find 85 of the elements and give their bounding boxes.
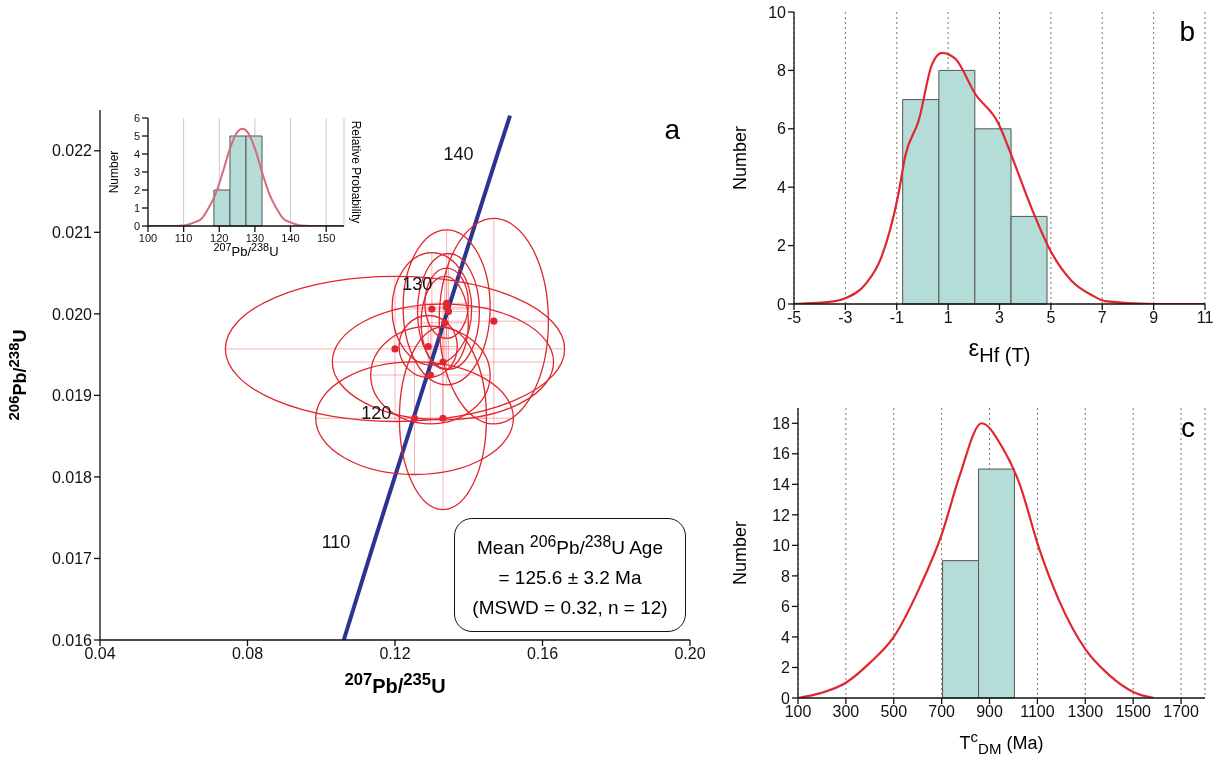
x-axis-title: $^{207}$Pb/$^{235}$U [344,670,446,698]
y-tick-label: 2 [777,237,787,255]
y-tick-label: 8 [781,567,791,585]
y-tick-label: 1 [133,201,140,214]
x-tick-label: 1 [943,309,953,327]
y-tick-label: 14 [772,476,791,493]
y-tick-label: 4 [777,178,787,196]
x-axis-title: ε$_{Hf (T)}$ [968,334,1031,367]
x-tick-label: 0.16 [526,645,559,663]
y2-axis-title: Relative Probability [349,120,363,224]
x-tick-label: 0.08 [231,645,264,663]
x-tick-label: -1 [889,309,904,327]
x-tick-label: 100 [138,231,158,244]
x-tick-label: 300 [832,703,860,721]
x-tick-label: 140 [281,231,300,244]
y-tick-label: 0.020 [51,305,93,323]
x-tick-label: 1100 [1020,703,1055,721]
y-tick-label: 0.019 [51,387,93,405]
point [439,358,447,366]
y-tick-label: 0.021 [51,223,93,241]
point [441,319,449,327]
x-tick-label: 0.04 [84,645,116,663]
x-tick-label: 900 [976,703,1003,721]
x-tick-label: 120 [210,231,229,244]
point [426,371,434,379]
y-tick-label: 18 [772,414,791,432]
y-tick-label: 4 [133,147,140,160]
annotation: b [1179,16,1195,47]
y-tick-label: 0.022 [51,142,93,160]
x-tick-label: 9 [1149,309,1159,327]
annotation: 120 [361,402,392,423]
y-tick-label: 5 [133,129,140,142]
x-axis-title: $^{207}$Pb/$^{238}$U [213,241,279,260]
y-tick-label: 16 [772,445,791,463]
y-tick-label: 10 [768,3,787,21]
annotation: (MSWD = 0.32, n = 12) [471,596,669,620]
line-series [798,422,1155,698]
y-axis-title: Number [729,520,751,586]
y-tick-label: 6 [777,120,787,138]
x-tick-label: 5 [1046,309,1056,327]
x-tick-label: 3 [995,309,1005,327]
point [443,299,451,307]
y-tick-label: 0.017 [51,550,93,568]
point [428,305,436,313]
x-tick-label: -5 [786,309,802,327]
x-tick-label: 1700 [1163,703,1199,721]
x-tick-label: 1500 [1115,703,1152,721]
x-tick-label: 1300 [1067,703,1104,721]
x-tick-label: 130 [245,231,265,244]
y-tick-label: 8 [777,62,787,80]
x-tick-label: -3 [838,309,853,327]
x-tick-label: 500 [880,703,908,721]
x-tick-label: 110 [174,231,193,244]
y-axis-title: Number [107,150,121,194]
point [439,414,447,422]
x-axis-title: T$^{c}$$_{DM}$ (Ma) [959,728,1044,757]
y-tick-label: 2 [781,659,791,677]
annotation: c [1181,412,1195,443]
y-tick-label: 0 [133,219,140,232]
y-tick-label: 10 [772,537,791,555]
annotation: a [664,114,680,145]
point [490,317,498,325]
y-tick-label: 6 [781,598,791,616]
annotation: Mean $^{206}$Pb/$^{238}$U Age [476,531,664,560]
x-tick-label: 150 [317,231,336,244]
annotation: 110 [321,531,351,552]
y-tick-label: 0 [777,295,787,313]
x-tick-label: 11 [1196,309,1214,327]
y-tick-label: 4 [781,628,791,646]
y-tick-label: 2 [133,183,140,196]
point [410,414,419,422]
x-tick-label: 0.12 [379,645,411,663]
y-axis-title: Number [729,125,751,191]
x-tick-label: 7 [1097,309,1107,327]
annotation: 140 [443,144,474,165]
y-tick-label: 0.018 [51,468,93,486]
point [444,307,453,315]
x-tick-label: 700 [928,703,956,721]
annotation: = 125.6 ± 3.2 Ma [497,566,643,590]
y-tick-label: 6 [133,111,140,124]
y-tick-label: 3 [133,165,140,178]
x-tick-label: 0.20 [674,645,706,663]
x-tick-label: 100 [784,703,812,721]
y-tick-label: 12 [772,506,791,524]
point [391,345,399,353]
